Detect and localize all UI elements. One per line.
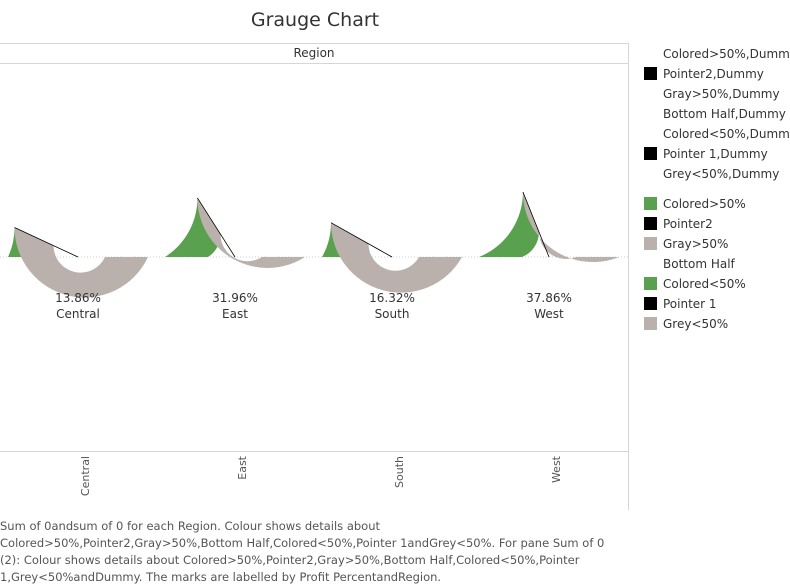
- chart-caption: Sum of 0andsum of 0 for each Region. Col…: [0, 519, 605, 584]
- legend-item[interactable]: Colored>50%: [641, 194, 790, 214]
- legend-label: Bottom Half,Dummy: [663, 107, 786, 121]
- legend-label: Grey<50%,Dummy: [663, 167, 780, 181]
- x-axis-label-text: South: [392, 456, 406, 488]
- legend-item[interactable]: Gray>50%,Dummy: [641, 84, 790, 104]
- legend-item[interactable]: Bottom Half,Dummy: [641, 104, 790, 124]
- legend-label: Grey<50%: [663, 317, 729, 331]
- gauge-gray-arc: [14, 227, 149, 298]
- legend-label: Pointer2: [663, 217, 713, 231]
- legend-swatch: [644, 317, 657, 330]
- legend-item[interactable]: Colored<50%,Dummy: [641, 124, 790, 144]
- gauge-gray-arc: [197, 197, 305, 268]
- x-axis-divider: [0, 451, 629, 452]
- legend-label: Colored>50%: [663, 197, 746, 211]
- legend-label: Pointer2,Dummy: [663, 67, 764, 81]
- legend: Colored>50%,Dummy Pointer2,Dummy Gray>50%,…: [641, 44, 790, 334]
- legend-group-colour: Colored>50% Pointer2 Gray>50% Bottom Half Co…: [641, 194, 790, 334]
- gauge-pointer: [14, 227, 79, 258]
- data-label-value: 37.86%: [526, 291, 572, 305]
- gauge-west: [479, 191, 619, 263]
- legend-item[interactable]: Colored>50%,Dummy: [641, 44, 790, 64]
- x-axis-label-text: Central: [78, 456, 92, 497]
- x-axis-label: East: [222, 456, 249, 510]
- legend-item[interactable]: Pointer2,Dummy: [641, 64, 790, 84]
- legend-swatch: [644, 297, 657, 310]
- legend-label: Gray>50%: [663, 237, 729, 251]
- x-axis-label-text: East: [235, 456, 249, 480]
- gauge-south: [322, 222, 462, 293]
- legend-item[interactable]: Pointer2: [641, 214, 790, 234]
- legend-label: Pointer 1: [663, 297, 717, 311]
- legend-item[interactable]: Grey<50%: [641, 314, 790, 334]
- data-label-category: East: [222, 307, 248, 321]
- legend-label: Bottom Half: [663, 257, 735, 271]
- data-label-value: 13.86%: [55, 291, 101, 305]
- legend-swatch: [644, 147, 657, 160]
- legend-item[interactable]: Bottom Half: [641, 254, 790, 274]
- legend-label: Gray>50%,Dummy: [663, 87, 780, 101]
- gauge-pointer: [522, 191, 550, 258]
- chart-panel: [0, 43, 629, 510]
- gauge-chart: 13.86% Central 31.96% East 16.32% South 37.86%…: [0, 191, 628, 321]
- legend-swatch: [644, 237, 657, 250]
- legend-item[interactable]: Colored<50%: [641, 274, 790, 294]
- legend-swatch: [644, 197, 657, 210]
- legend-swatch: [644, 217, 657, 230]
- data-label-value: 16.32%: [369, 291, 415, 305]
- data-label-category: South: [375, 307, 410, 321]
- legend-label: Pointer 1,Dummy: [663, 147, 768, 161]
- legend-label: Colored<50%,Dummy: [663, 127, 790, 141]
- column-header: Region: [0, 44, 628, 64]
- chart-title: Grauge Chart: [250, 9, 380, 31]
- legend-item[interactable]: Gray>50%: [641, 234, 790, 254]
- data-label-value: 31.96%: [212, 291, 258, 305]
- legend-label: Colored<50%: [663, 277, 746, 291]
- legend-item[interactable]: Pointer 1,Dummy: [641, 144, 790, 164]
- legend-item[interactable]: Pointer 1: [641, 294, 790, 314]
- data-label-category: West: [534, 307, 564, 321]
- gauge-east: [165, 197, 305, 268]
- gauge-pointer: [330, 222, 393, 258]
- x-axis-label-text: West: [549, 456, 563, 484]
- legend-group-dummy: Colored>50%,Dummy Pointer2,Dummy Gray>50%,…: [641, 44, 790, 184]
- x-axis-label: West: [536, 456, 563, 510]
- x-axis-label: Central: [65, 456, 92, 510]
- data-label-category: Central: [56, 307, 100, 321]
- legend-label: Colored>50%,Dummy: [663, 47, 790, 61]
- gauge-colored-arc: [479, 192, 539, 257]
- gauge-central: [8, 227, 149, 298]
- gauge-gray-arc: [331, 222, 462, 293]
- legend-item[interactable]: Grey<50%,Dummy: [641, 164, 790, 184]
- legend-swatch: [644, 67, 657, 80]
- gauge-pointer: [197, 197, 236, 258]
- x-axis-label: South: [379, 456, 406, 510]
- legend-swatch: [644, 277, 657, 290]
